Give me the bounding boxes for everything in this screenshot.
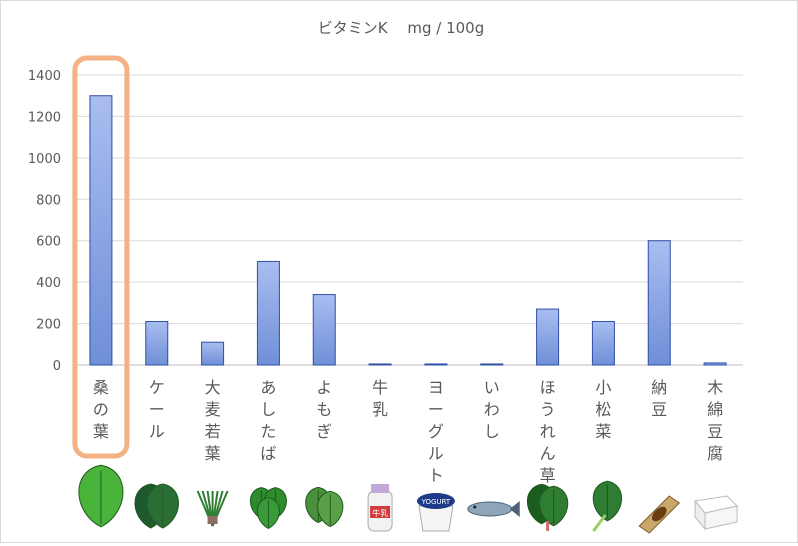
category-label: 小松菜 — [595, 378, 611, 441]
category-label: よもぎ — [316, 378, 332, 441]
tofu-icon — [694, 495, 739, 531]
bar — [201, 341, 225, 366]
natto-icon — [638, 495, 681, 534]
y-tick-label: 200 — [36, 318, 61, 333]
y-tick-label: 400 — [36, 276, 61, 291]
y-tick-label: 1200 — [28, 110, 61, 125]
bar — [591, 321, 615, 366]
category-label: 木綿豆腐 — [707, 378, 723, 463]
bar — [703, 362, 727, 366]
y-tick-label: 1400 — [28, 69, 61, 84]
bar — [145, 321, 169, 366]
spinach-icon — [527, 483, 569, 531]
y-tick-label: 0 — [53, 359, 61, 374]
ashitaba-icon — [249, 487, 287, 529]
yogurt-cup-icon: YOGURT — [416, 493, 455, 532]
category-label: あしたば — [260, 378, 276, 463]
barley-grass-icon — [196, 490, 229, 527]
mulberry-leaf-icon — [78, 464, 124, 528]
category-label: いわし — [484, 378, 500, 441]
category-label: ケール — [149, 378, 165, 441]
y-tick-label: 1000 — [28, 152, 61, 167]
sardine-icon — [467, 501, 520, 517]
category-label: ほうれん草 — [540, 378, 556, 485]
category-label: 納豆 — [651, 378, 667, 419]
bar — [89, 95, 113, 366]
bar — [480, 363, 504, 366]
category-label: ヨーグルト — [428, 378, 444, 485]
y-tick-label: 800 — [36, 193, 61, 208]
bar — [536, 308, 560, 366]
category-label: 牛乳 — [372, 378, 388, 419]
svg-text:牛乳: 牛乳 — [372, 508, 388, 518]
svg-text:YOGURT: YOGURT — [421, 498, 451, 506]
category-label: 桑の葉 — [93, 378, 109, 441]
chart-title: ビタミンK mg / 100g — [318, 19, 484, 37]
category-label: 大麦若葉 — [205, 378, 221, 463]
bar — [424, 363, 448, 366]
bar — [647, 240, 671, 366]
komatsuna-icon — [592, 480, 622, 532]
bar — [368, 363, 392, 366]
bar — [312, 294, 336, 366]
milk-bottle-icon: 牛乳 — [367, 484, 393, 532]
highlight-box — [72, 55, 130, 459]
bar — [256, 260, 280, 366]
yomogi-icon — [305, 486, 344, 528]
y-tick-label: 600 — [36, 235, 61, 250]
kale-icon — [134, 483, 179, 529]
